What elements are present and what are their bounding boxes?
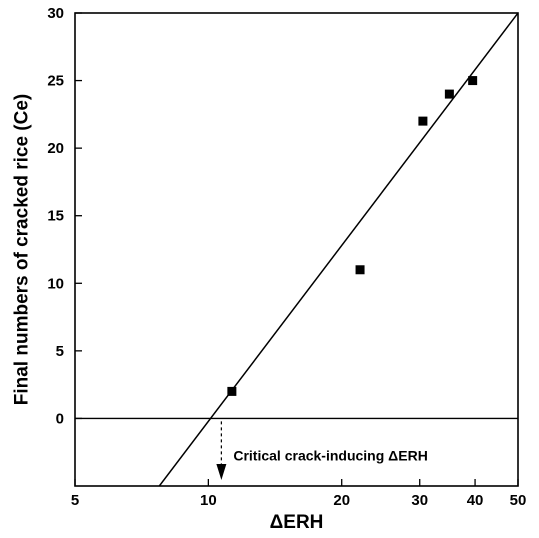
data-point (227, 386, 237, 396)
y-tick-label: 10 (47, 275, 64, 292)
fit-line (158, 13, 518, 486)
y-tick-label: 30 (47, 5, 64, 22)
y-tick-label: 0 (56, 410, 64, 427)
data-point (418, 116, 428, 126)
x-tick-label: 50 (510, 492, 527, 509)
x-axis-title: ΔERH (270, 512, 324, 533)
x-tick-label: 5 (71, 492, 79, 509)
plot-frame (74, 12, 519, 487)
x-axis-ticks: 5 10 20 30 40 50 (71, 479, 527, 509)
data-point (355, 265, 365, 275)
x-tick-label: 20 (333, 492, 350, 509)
y-tick-label: 20 (47, 140, 64, 157)
annotation-label: Critical crack-inducing ΔERH (233, 447, 427, 463)
y-axis-title: Final numbers of cracked rice (Ce) (12, 94, 33, 406)
data-point (468, 76, 478, 86)
x-tick-label: 10 (200, 492, 217, 509)
data-marks (158, 13, 518, 486)
y-tick-label: 25 (47, 73, 64, 90)
x-tick-label: 40 (467, 492, 484, 509)
x-tick-label: 30 (411, 492, 428, 509)
data-point (444, 89, 454, 99)
y-tick-label: 15 (47, 208, 64, 225)
y-axis-ticks: 0 5 10 15 20 25 30 (47, 5, 82, 427)
plot-area (74, 12, 519, 487)
y-tick-label: 5 (56, 343, 64, 360)
annotation-arrow-head (216, 464, 227, 480)
